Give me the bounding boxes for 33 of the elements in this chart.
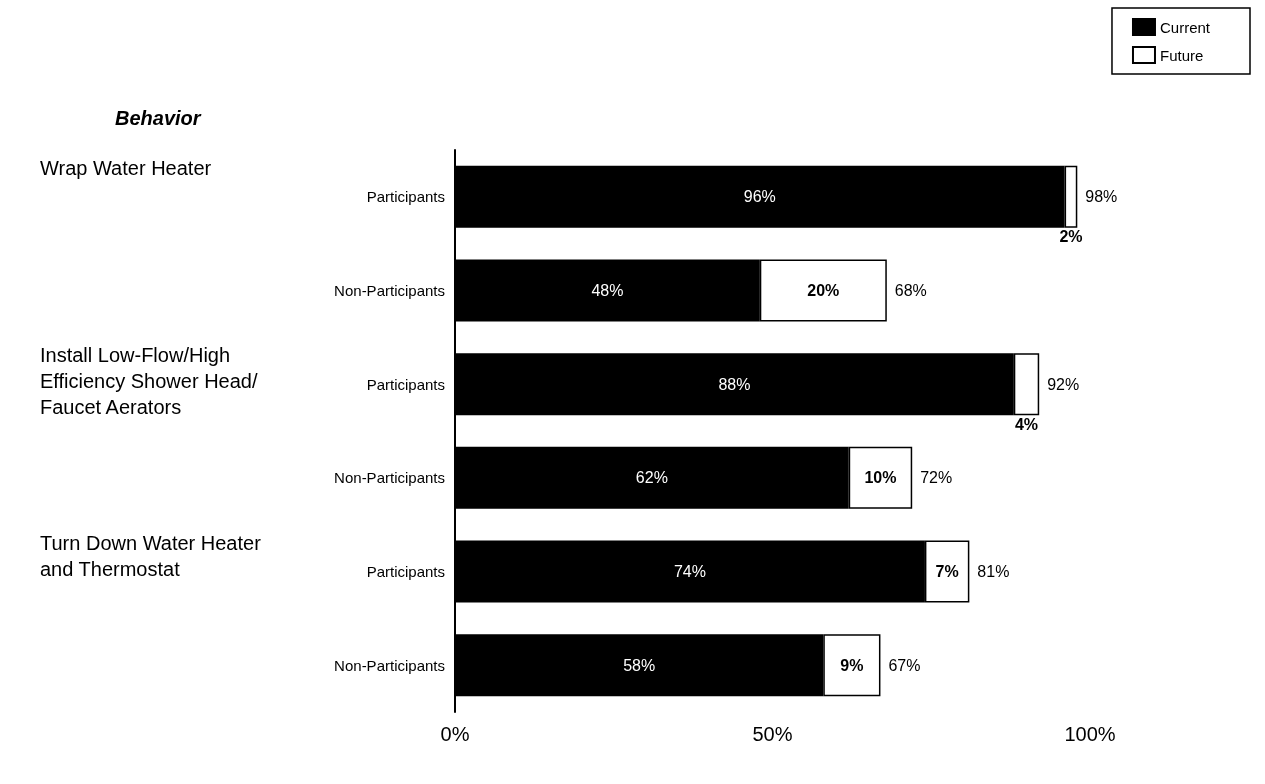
y-tick-label: Participants: [366, 375, 445, 393]
y-tick-label: Participants: [366, 188, 445, 206]
total-label: 81%: [977, 563, 1010, 580]
data-label: 10%: [864, 469, 897, 487]
total-label: 92%: [1047, 375, 1080, 393]
text: Install Low-Flow/High Efficiency Shower Head/Faucet Aerators: [40, 344, 258, 419]
text: Turn Down Water Heater and Thermostat: [40, 531, 267, 580]
total-label: 67%: [888, 656, 921, 674]
data-label: 9%: [840, 656, 864, 674]
total-label: 72%: [920, 469, 953, 487]
data-label: 62%: [635, 469, 668, 487]
data-label: 96%: [743, 188, 776, 206]
data-label: 4%: [1014, 415, 1039, 433]
data-label: 74%: [673, 563, 706, 580]
x-tick-label: 50%: [752, 723, 793, 745]
x-tick-label: 100%: [1064, 723, 1116, 745]
legend-label: Future: [1159, 46, 1204, 64]
total-label: 68%: [894, 282, 927, 299]
data-label: 20%: [807, 282, 840, 299]
text: Wrap Water Heater: [40, 156, 212, 179]
data-label: 58%: [623, 656, 656, 674]
total-label: 98%: [1085, 188, 1118, 206]
x-tick-label: 0%: [440, 723, 470, 745]
y-tick-label: Non-Participants: [334, 282, 445, 299]
data-label: 7%: [935, 563, 959, 580]
data-label: 48%: [591, 282, 624, 299]
legend-label: Current: [1159, 18, 1211, 36]
y-tick-label: Non-Participants: [334, 656, 445, 674]
y-tick-label: Non-Participants: [334, 469, 445, 487]
data-label: 88%: [718, 375, 751, 393]
data-label: 2%: [1059, 228, 1083, 246]
text: Behavior: [115, 107, 202, 129]
y-tick-label: Participants: [366, 563, 445, 580]
